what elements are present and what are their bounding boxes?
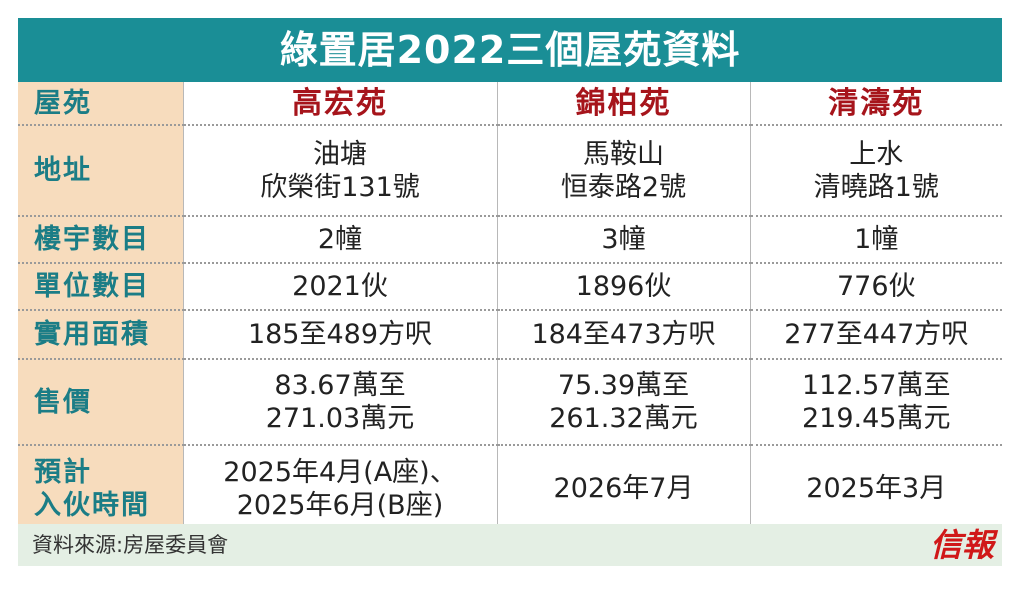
completion-date: 2025年4月(A座)、 bbox=[223, 456, 457, 488]
row-label-units: 單位數目 bbox=[18, 262, 183, 310]
price-min: 83.67萬至 bbox=[274, 370, 406, 401]
table-header-row: 屋苑 高宏苑 錦柏苑 清濤苑 bbox=[18, 82, 1002, 125]
area-cell: 185至489方呎 bbox=[182, 309, 497, 359]
table-row-blocks: 樓宇數目 2幢 3幢 1幢 bbox=[18, 215, 1002, 263]
blocks-cell: 2幢 bbox=[182, 215, 497, 263]
blocks-cell: 1幢 bbox=[749, 215, 1002, 263]
source-note: 資料來源:房屋委員會 bbox=[32, 533, 229, 557]
blocks-cell: 3幢 bbox=[496, 215, 750, 263]
infographic: 綠置居2022三個屋苑資料 屋苑 高宏苑 錦柏苑 清濤苑 地址 油塘 欣榮街13… bbox=[18, 18, 1002, 566]
table-row-units: 單位數目 2021伙 1896伙 776伙 bbox=[18, 262, 1002, 310]
price-max: 271.03萬元 bbox=[265, 403, 415, 434]
address-street: 欣榮街131號 bbox=[260, 171, 420, 203]
brand-logo: 信報 bbox=[929, 526, 994, 564]
completion-date: 2025年6月(B座) bbox=[236, 489, 444, 521]
row-label-completion-line: 入伙時間 bbox=[34, 489, 150, 521]
table-row-address: 地址 油塘 欣榮街131號 馬鞍山 恒泰路2號 上水 清曉路1號 bbox=[18, 124, 1002, 216]
address-cell: 油塘 欣榮街131號 bbox=[182, 124, 497, 216]
page-title: 綠置居2022三個屋苑資料 bbox=[18, 18, 1002, 82]
address-cell: 上水 清曉路1號 bbox=[749, 124, 1002, 216]
row-label-blocks: 樓宇數目 bbox=[18, 215, 183, 263]
row-label-price: 售價 bbox=[18, 358, 183, 445]
area-cell: 184至473方呎 bbox=[496, 309, 750, 359]
estate-name-ching-tao: 清濤苑 bbox=[749, 82, 1002, 125]
units-cell: 2021伙 bbox=[182, 262, 497, 310]
price-min: 112.57萬至 bbox=[802, 370, 951, 401]
table-row-completion: 預計 入伙時間 2025年4月(A座)、 2025年6月(B座) 2026年7月… bbox=[18, 444, 1002, 531]
row-label-area: 實用面積 bbox=[18, 309, 183, 359]
estate-name-kam-pak: 錦柏苑 bbox=[496, 82, 750, 125]
footer: 資料來源:房屋委員會 信報 bbox=[18, 524, 1002, 566]
address-street: 清曉路1號 bbox=[813, 171, 939, 203]
units-cell: 1896伙 bbox=[496, 262, 750, 310]
row-label-address: 地址 bbox=[18, 124, 183, 216]
estate-table: 屋苑 高宏苑 錦柏苑 清濤苑 地址 油塘 欣榮街131號 馬鞍山 恒泰路2號 上… bbox=[18, 82, 1002, 531]
price-max: 261.32萬元 bbox=[549, 403, 698, 434]
header-label: 屋苑 bbox=[18, 82, 183, 125]
area-cell: 277至447方呎 bbox=[749, 309, 1002, 359]
price-cell: 83.67萬至 271.03萬元 bbox=[182, 358, 497, 445]
completion-cell: 2025年4月(A座)、 2025年6月(B座) bbox=[182, 444, 497, 531]
address-district: 油塘 bbox=[313, 138, 367, 170]
completion-date: 2025年3月 bbox=[806, 473, 947, 504]
price-max: 219.45萬元 bbox=[802, 403, 951, 434]
address-street: 恒泰路2號 bbox=[560, 171, 687, 203]
address-cell: 馬鞍山 恒泰路2號 bbox=[496, 124, 750, 216]
completion-cell: 2025年3月 bbox=[749, 444, 1002, 531]
address-district: 上水 bbox=[849, 138, 904, 170]
completion-cell: 2026年7月 bbox=[496, 444, 750, 531]
price-cell: 112.57萬至 219.45萬元 bbox=[749, 358, 1002, 445]
table-row-area: 實用面積 185至489方呎 184至473方呎 277至447方呎 bbox=[18, 309, 1002, 359]
price-cell: 75.39萬至 261.32萬元 bbox=[496, 358, 750, 445]
price-min: 75.39萬至 bbox=[557, 370, 690, 401]
row-label-completion: 預計 入伙時間 bbox=[18, 444, 183, 531]
estate-name-ko-wang: 高宏苑 bbox=[182, 82, 497, 125]
completion-date: 2026年7月 bbox=[553, 473, 694, 504]
row-label-completion-line: 預計 bbox=[34, 456, 92, 488]
units-cell: 776伙 bbox=[749, 262, 1002, 310]
table-row-price: 售價 83.67萬至 271.03萬元 75.39萬至 261.32萬元 112… bbox=[18, 358, 1002, 445]
address-district: 馬鞍山 bbox=[583, 138, 664, 170]
